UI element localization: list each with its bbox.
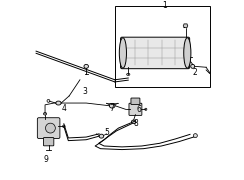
Ellipse shape <box>132 120 136 124</box>
Ellipse shape <box>45 123 55 133</box>
Text: 8: 8 <box>133 119 138 128</box>
FancyBboxPatch shape <box>37 118 60 138</box>
Ellipse shape <box>84 64 88 68</box>
Text: 2: 2 <box>192 68 197 77</box>
Polygon shape <box>183 24 188 28</box>
Ellipse shape <box>56 101 61 105</box>
Ellipse shape <box>43 112 47 115</box>
Ellipse shape <box>62 125 65 128</box>
Ellipse shape <box>109 103 115 108</box>
Text: 4: 4 <box>61 104 66 113</box>
Text: 6: 6 <box>137 105 142 114</box>
FancyBboxPatch shape <box>131 98 140 104</box>
Ellipse shape <box>193 134 197 138</box>
Ellipse shape <box>191 64 195 68</box>
Text: 1: 1 <box>163 1 167 10</box>
FancyBboxPatch shape <box>121 37 190 69</box>
Ellipse shape <box>145 108 147 110</box>
FancyBboxPatch shape <box>129 103 142 115</box>
Ellipse shape <box>99 134 104 138</box>
Bar <box>115 6 210 87</box>
Ellipse shape <box>127 73 130 75</box>
Ellipse shape <box>47 100 50 102</box>
FancyBboxPatch shape <box>43 138 54 146</box>
Text: 3: 3 <box>83 87 88 96</box>
Ellipse shape <box>119 38 126 68</box>
Text: 7: 7 <box>110 104 115 113</box>
Ellipse shape <box>184 38 191 68</box>
Ellipse shape <box>187 60 190 64</box>
Text: 9: 9 <box>43 155 48 164</box>
Text: 5: 5 <box>104 128 109 137</box>
